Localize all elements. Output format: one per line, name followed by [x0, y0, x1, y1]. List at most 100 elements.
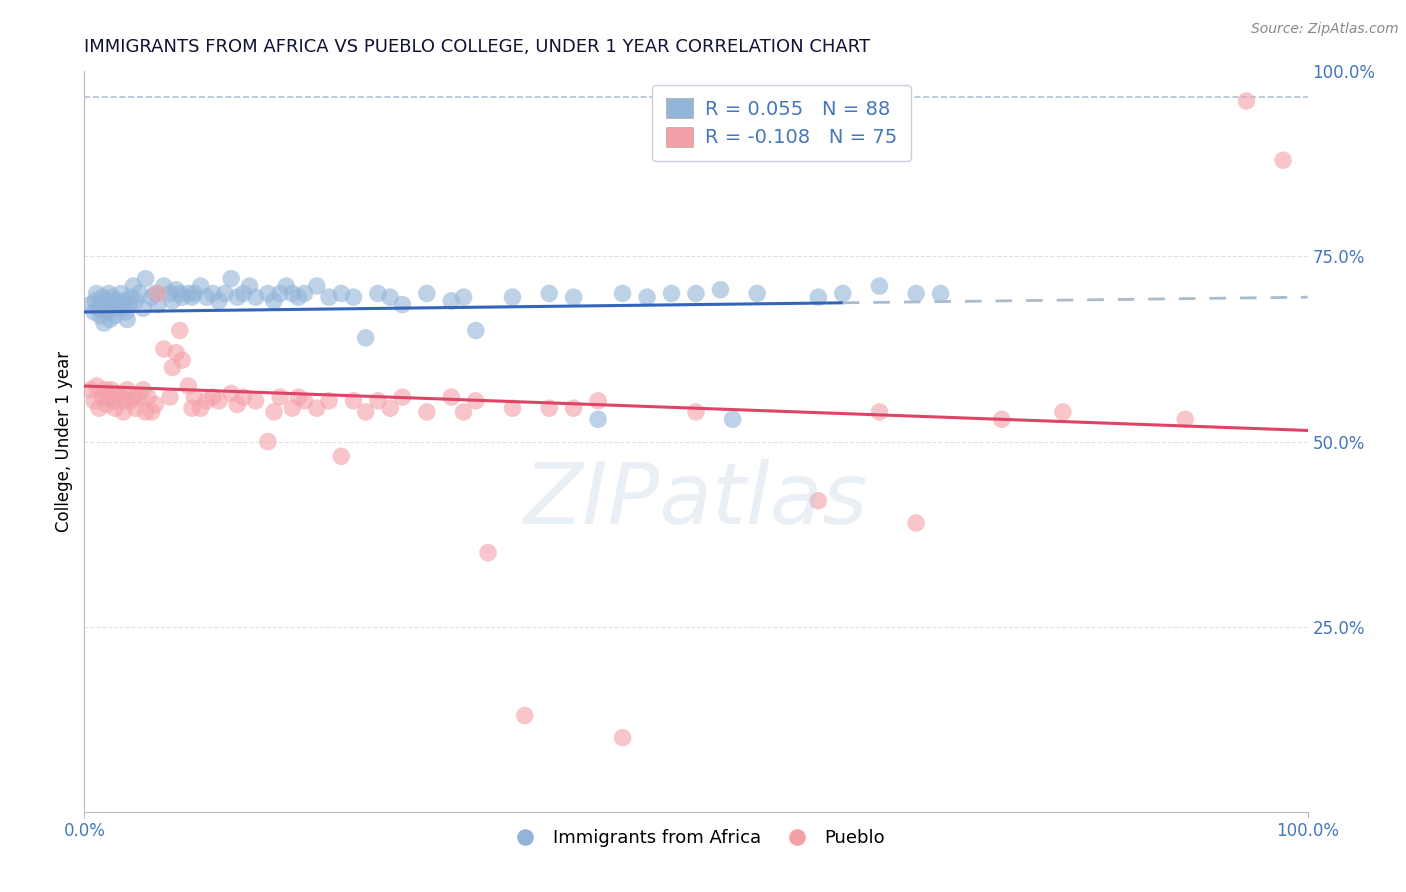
Point [97, 390, 120, 404]
Point [172, 353, 194, 368]
Point [721, 412, 744, 426]
Point [219, 386, 242, 401]
Point [135, 405, 157, 419]
Point [115, 383, 138, 397]
Point [153, 342, 176, 356]
Point [153, 279, 176, 293]
Point [96, 293, 118, 308]
Point [586, 393, 609, 408]
Point [110, 390, 132, 404]
Point [391, 390, 413, 404]
Point [502, 401, 524, 416]
Point [83, 393, 105, 408]
Point [269, 286, 291, 301]
Point [165, 345, 187, 359]
Point [201, 390, 224, 404]
Point [159, 286, 181, 301]
Point [226, 398, 249, 412]
Point [201, 286, 224, 301]
Text: IMMIGRANTS FROM AFRICA VS PUEBLO COLLEGE, UNDER 1 YEAR CORRELATION CHART: IMMIGRANTS FROM AFRICA VS PUEBLO COLLEGE… [84, 38, 870, 56]
Point [661, 286, 683, 301]
Point [477, 546, 499, 560]
Point [232, 390, 254, 404]
Point [214, 286, 236, 301]
Point [391, 297, 413, 311]
Point [86, 286, 108, 301]
Point [89, 309, 111, 323]
Point [84, 293, 107, 308]
Legend: Immigrants from Africa, Pueblo: Immigrants from Africa, Pueblo [501, 822, 891, 855]
Point [125, 293, 148, 308]
Point [440, 293, 463, 308]
Point [100, 297, 122, 311]
Point [342, 393, 364, 408]
Point [103, 393, 125, 408]
Point [263, 405, 285, 419]
Point [87, 301, 110, 316]
Point [238, 279, 260, 293]
Point [905, 516, 928, 530]
Point [318, 290, 340, 304]
Point [122, 279, 145, 293]
Point [747, 286, 769, 301]
Point [183, 286, 205, 301]
Point [1052, 405, 1074, 419]
Point [367, 393, 389, 408]
Y-axis label: College, Under 1 year: College, Under 1 year [55, 351, 73, 533]
Point [114, 393, 136, 408]
Point [101, 290, 124, 304]
Point [141, 405, 163, 419]
Point [112, 301, 135, 316]
Point [165, 283, 187, 297]
Point [110, 286, 132, 301]
Point [453, 405, 475, 419]
Point [502, 290, 524, 304]
Point [208, 293, 231, 308]
Point [132, 383, 155, 397]
Point [612, 731, 634, 745]
Point [807, 493, 830, 508]
Point [177, 379, 200, 393]
Point [257, 286, 280, 301]
Point [538, 401, 561, 416]
Point [94, 383, 117, 397]
Point [181, 290, 204, 304]
Point [929, 286, 952, 301]
Point [464, 324, 486, 338]
Point [143, 398, 166, 412]
Point [177, 286, 200, 301]
Point [586, 412, 609, 426]
Point [464, 393, 486, 408]
Point [87, 401, 110, 416]
Point [122, 390, 145, 404]
Point [100, 383, 122, 397]
Point [1272, 153, 1295, 168]
Point [709, 283, 731, 297]
Point [305, 279, 328, 293]
Point [128, 286, 150, 301]
Point [97, 286, 120, 301]
Point [91, 390, 114, 404]
Text: Source: ZipAtlas.com: Source: ZipAtlas.com [1251, 22, 1399, 37]
Point [141, 290, 163, 304]
Point [869, 279, 891, 293]
Point [208, 393, 231, 408]
Point [440, 390, 463, 404]
Point [117, 297, 139, 311]
Point [416, 405, 439, 419]
Point [276, 279, 298, 293]
Point [86, 379, 108, 393]
Point [159, 390, 181, 404]
Point [105, 293, 128, 308]
Point [79, 297, 101, 311]
Point [136, 390, 159, 404]
Point [162, 360, 184, 375]
Point [120, 290, 142, 304]
Point [190, 401, 212, 416]
Point [195, 393, 218, 408]
Point [172, 290, 194, 304]
Point [538, 286, 561, 301]
Point [96, 398, 118, 412]
Point [513, 708, 536, 723]
Point [831, 286, 853, 301]
